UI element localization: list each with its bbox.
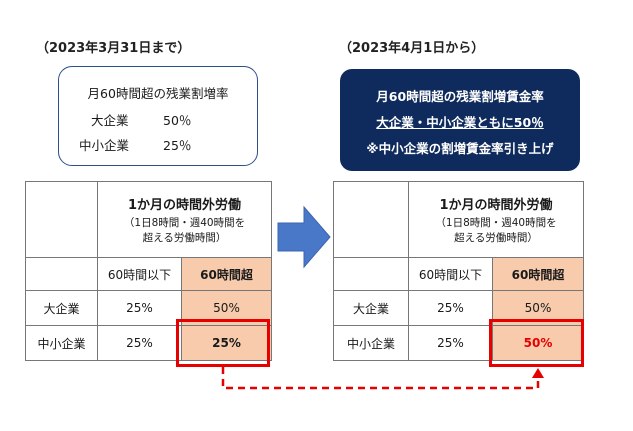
left-table-col1: 60時間以下: [97, 257, 182, 291]
left-box-row-label-0: 大企業: [91, 113, 129, 128]
left-table-cell-0-1: 25%: [97, 290, 182, 326]
right-date-label: （2023年4月1日から）: [339, 41, 485, 56]
left-box-row-value-1: 25％: [163, 138, 192, 153]
left-table-header-sub-1: （1日8時間・週40時間を: [123, 216, 246, 229]
right-box-line-1: 月60時間超の残業割増賃金率: [376, 89, 544, 104]
right-box-line-2: 大企業・中小企業ともに50％: [376, 115, 544, 130]
right-box-line-2-wrap: 大企業・中小企業ともに50％: [340, 112, 580, 131]
left-table-cell-1-2: 25%: [180, 325, 273, 361]
right-table-col2: 60時間超: [491, 257, 585, 291]
right-table-header: 1か月の時間外労働 （1日8時間・週40時間を 超える労働時間）: [407, 181, 585, 258]
right-rate-table: 1か月の時間外労働 （1日8時間・週40時間を 超える労働時間） 60時間以下 …: [333, 181, 585, 361]
left-table-header-main: 1か月の時間外労働: [127, 197, 242, 213]
left-table-col2: 60時間超: [180, 257, 273, 291]
left-box-title: 月60時間超の残業割増率: [87, 86, 229, 101]
left-table-header: 1か月の時間外労働 （1日8時間・週40時間を 超える労働時間）: [96, 181, 273, 258]
right-rate-box: 月60時間超の残業割増賃金率 大企業・中小企業ともに50％ ※中小企業の割増賃金…: [340, 69, 580, 171]
right-table-header-sub-2: 超える労働時間）: [454, 231, 538, 244]
right-table-blank: [333, 257, 409, 291]
left-table-header-sub-2: 超える労働時間）: [142, 231, 227, 244]
left-table-cell-1-1: 25%: [97, 325, 182, 361]
left-date-label: （2023年3月31日まで）: [36, 41, 191, 56]
right-table-header-sub-1: （1日8時間・週40時間を: [435, 216, 557, 229]
left-rate-box: 月60時間超の残業割増率 大企業 50％ 中小企業 25％: [58, 66, 258, 166]
right-table-header-main: 1か月の時間外労働: [439, 197, 553, 213]
right-table-row-label-0: 大企業: [333, 290, 409, 326]
left-box-row-label-1: 中小企業: [79, 138, 130, 153]
right-box-line-3: ※中小企業の割増賃金率引き上げ: [366, 141, 554, 156]
left-table-row-label-1: 中小企業: [25, 325, 98, 361]
right-table-cell-1-2: 50%: [491, 325, 585, 361]
right-table-row-label-1: 中小企業: [333, 325, 409, 361]
left-box-row-value-0: 50％: [163, 113, 192, 128]
right-table-cell-1-1: 25%: [408, 325, 493, 361]
right-highlight-box: [489, 319, 584, 367]
right-arrow-icon: [277, 205, 331, 269]
left-highlight-box: [176, 319, 270, 367]
